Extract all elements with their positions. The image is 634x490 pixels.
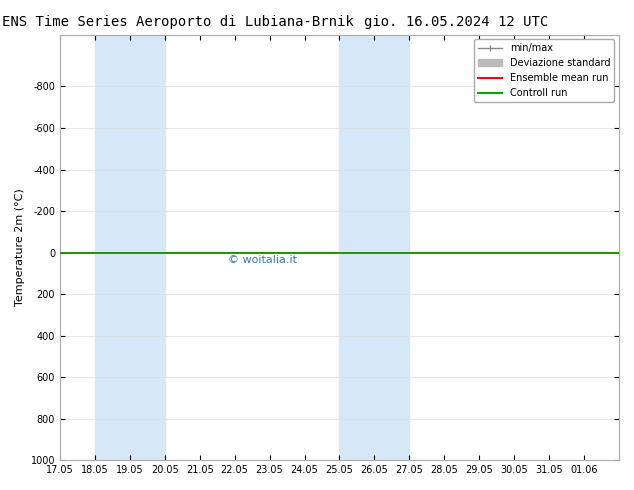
Y-axis label: Temperature 2m (°C): Temperature 2m (°C) [15,189,25,306]
Text: © woitalia.it: © woitalia.it [228,255,297,265]
Text: ENS Time Series Aeroporto di Lubiana-Brnik: ENS Time Series Aeroporto di Lubiana-Brn… [2,15,353,29]
Legend: min/max, Deviazione standard, Ensemble mean run, Controll run: min/max, Deviazione standard, Ensemble m… [474,40,614,102]
Text: gio. 16.05.2024 12 UTC: gio. 16.05.2024 12 UTC [365,15,548,29]
Bar [339,35,410,460]
Bar [95,35,165,460]
